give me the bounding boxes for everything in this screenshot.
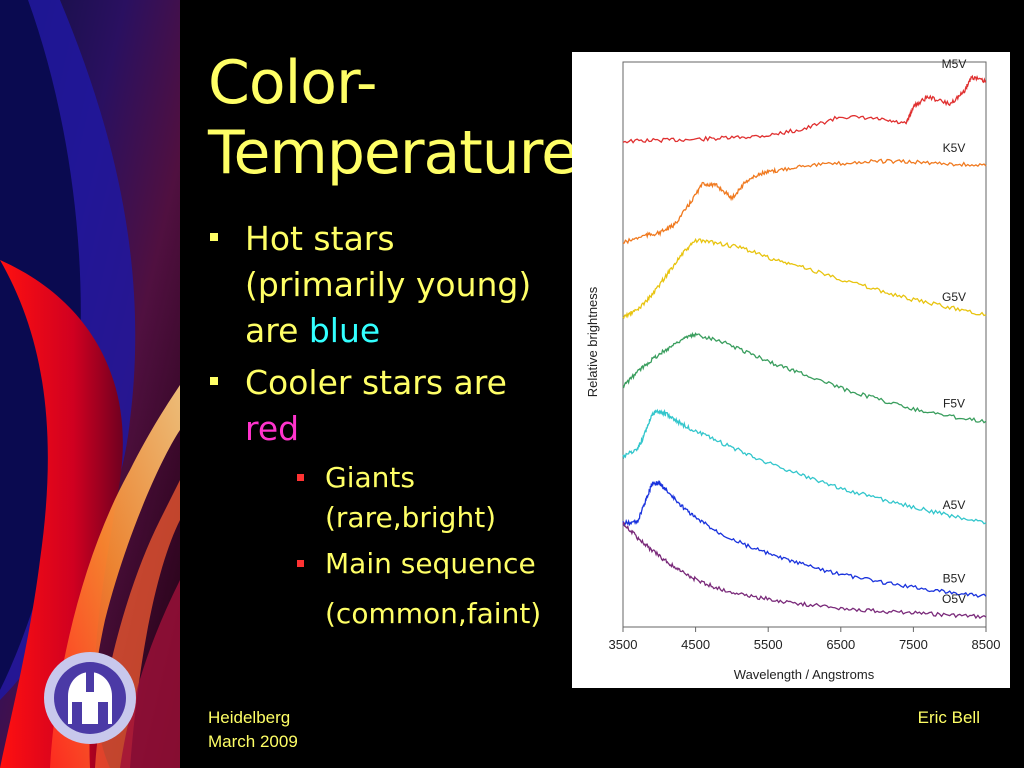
- spectrum-line-g5v: [622, 237, 987, 319]
- sub-bullet-main-sequence-detail: (common,faint): [325, 597, 542, 630]
- title-line-2: Temperature: [208, 118, 578, 188]
- sub-bullet-main-sequence-text: Main sequence: [325, 547, 536, 580]
- x-tick-label: 5500: [754, 637, 783, 652]
- series-label-m5v: M5V: [942, 57, 967, 71]
- spectrum-line-a5v: [622, 408, 987, 525]
- bullet-list: Hot stars (primarily young) are blue Coo…: [210, 216, 550, 640]
- square-bullet-icon: [297, 560, 304, 567]
- stellar-spectra-chart: 3500 4500 5500 6500 7500 8500 M5V K5V G5V F5V A5V B…: [572, 52, 1010, 688]
- footer-location: Heidelberg: [208, 708, 291, 727]
- highlight-red: red: [245, 409, 300, 448]
- series-label-a5v: A5V: [943, 498, 966, 512]
- x-tick-label: 3500: [609, 637, 638, 652]
- sub-bullet-main-sequence: Main sequence (common,faint): [245, 544, 550, 634]
- sub-bullet-giants: Giants (rare,bright): [245, 458, 550, 538]
- footer-left: Heidelberg March 2009: [208, 706, 298, 754]
- spectrum-line-m5v: [622, 74, 986, 144]
- title-line-1: Color-: [208, 48, 377, 118]
- square-bullet-icon: [297, 474, 304, 481]
- series-label-o5v: O5V: [942, 592, 966, 606]
- chart-frame: [622, 61, 987, 628]
- square-bullet-icon: [210, 233, 218, 241]
- series-label-b5v: B5V: [943, 571, 966, 585]
- chart-plot-area: 3500 4500 5500 6500 7500 8500 M5V K5V G5V F5V A5V B…: [609, 57, 1001, 652]
- series-label-g5v: G5V: [942, 290, 966, 304]
- bullet-cooler-stars-text: Cooler stars are: [245, 363, 507, 402]
- spectrum-line-f5v: [622, 331, 987, 424]
- observatory-seal-icon: [44, 652, 136, 744]
- sub-bullet-giants-text: Giants (rare,bright): [325, 461, 497, 534]
- series-label-k5v: K5V: [943, 141, 966, 155]
- spectrum-line-k5v: [622, 158, 987, 245]
- footer-author: Eric Bell: [917, 708, 980, 727]
- chart-x-axis-label: Wavelength / Angstroms: [734, 667, 875, 682]
- series-label-f5v: F5V: [943, 396, 965, 410]
- decorative-swoosh-panel: [0, 0, 180, 768]
- chart-y-axis-label: Relative brightness: [585, 286, 600, 397]
- spectrum-line-b5v: [622, 479, 987, 598]
- footer-date: March 2009: [208, 732, 298, 751]
- spectrum-line-o5v: [622, 521, 987, 620]
- bullet-hot-stars: Hot stars (primarily young) are blue: [210, 216, 550, 354]
- x-tick-label: 6500: [826, 637, 855, 652]
- bullet-cooler-stars: Cooler stars are red Giants (rare,bright…: [210, 360, 550, 634]
- highlight-blue: blue: [308, 311, 381, 350]
- x-tick-label: 7500: [899, 637, 928, 652]
- x-tick-label: 8500: [972, 637, 1001, 652]
- square-bullet-icon: [210, 377, 218, 385]
- x-tick-label: 4500: [681, 637, 710, 652]
- bullet-hot-stars-text: Hot stars (primarily young) are: [245, 219, 532, 350]
- slide-title: Color- Temperature: [208, 48, 578, 188]
